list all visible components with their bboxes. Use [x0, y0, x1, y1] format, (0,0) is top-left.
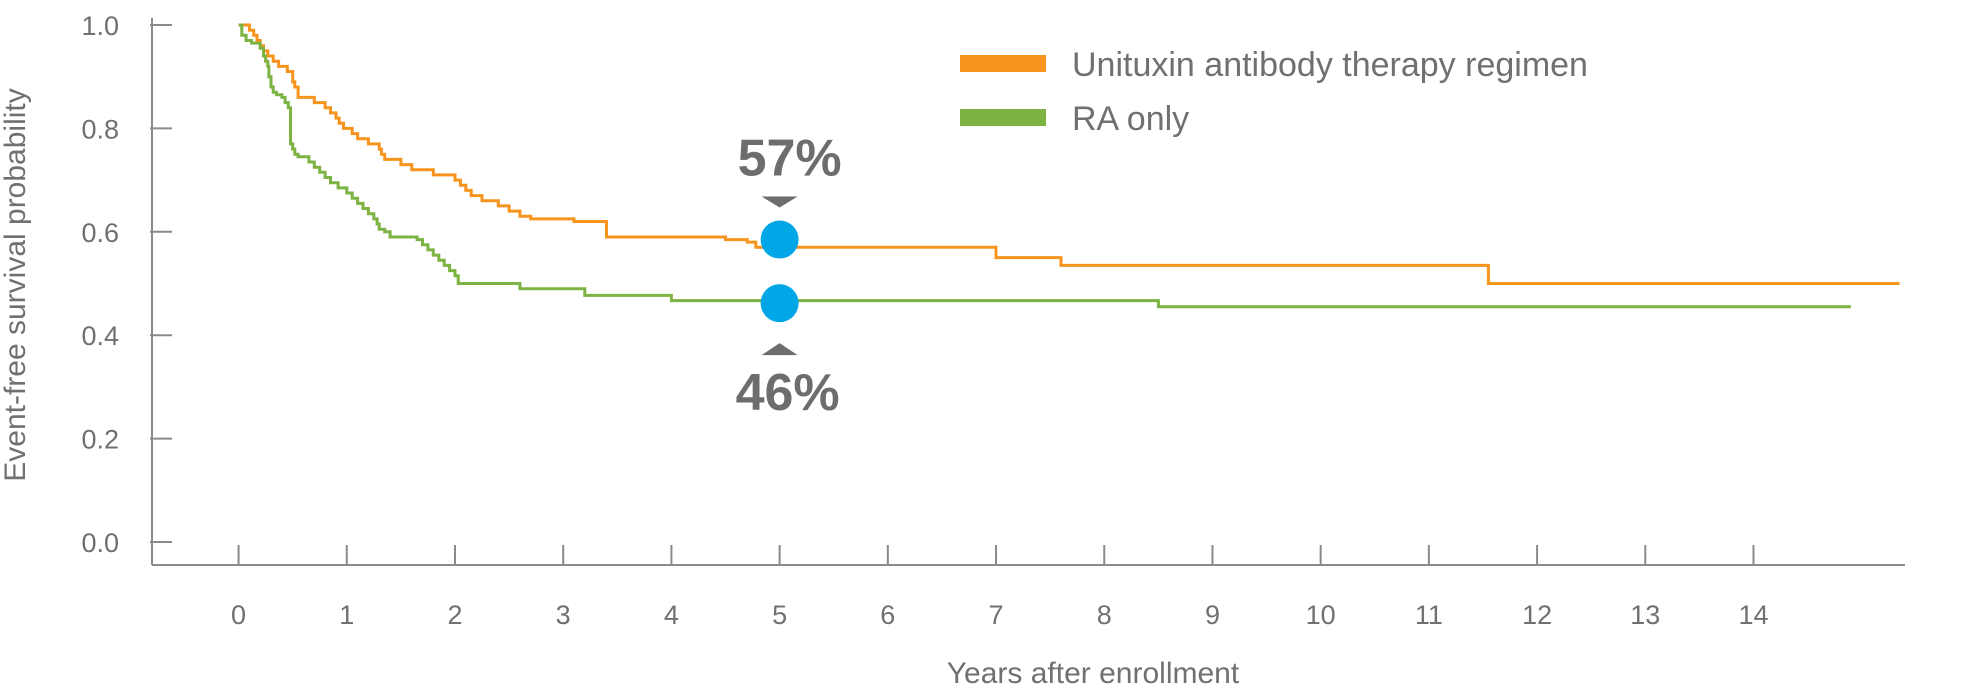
x-tick-label: 2 — [447, 600, 462, 630]
axes: 0.00.20.40.60.81.00 1 2 3 4 5 6 7 8 9 10 11 12 13 14Ye… — [0, 11, 1905, 690]
x-tick-label: 8 — [1097, 600, 1112, 630]
x-tick-label: 13 — [1630, 600, 1660, 630]
y-tick-label: 1.0 — [81, 11, 119, 41]
up-arrow-icon — [761, 343, 798, 356]
down-arrow-icon — [761, 196, 798, 208]
x-tick-label: 9 — [1205, 600, 1220, 630]
series-line-unituxin — [238, 23, 1900, 285]
y-tick-label: 0.8 — [81, 114, 119, 144]
x-axis-title: Years after enrollment — [947, 657, 1240, 686]
survival-marker — [760, 220, 799, 259]
legend-swatch — [960, 109, 1046, 126]
x-tick-label: 14 — [1738, 600, 1768, 630]
x-tick-label: 6 — [880, 600, 895, 630]
y-tick-label: 0.2 — [81, 425, 119, 455]
annotations: 57% 46% — [736, 130, 842, 423]
x-tick-label: 10 — [1306, 600, 1336, 630]
series-line-ra-only — [238, 23, 1851, 309]
y-axis-title: Event-free survival probability — [0, 88, 32, 482]
x-tick-label: 3 — [556, 600, 571, 630]
callout-label-ra-only: 46% — [736, 364, 840, 422]
x-tick-label: 1 — [339, 600, 354, 630]
y-tick-label: 0.4 — [81, 321, 119, 351]
legend: Unituxin antibody therapy regimen RA only — [960, 46, 1588, 138]
survival-marker — [760, 284, 799, 323]
y-tick-label: 0.6 — [81, 218, 119, 248]
callout-label-unituxin: 57% — [738, 130, 842, 188]
x-tick-label: 11 — [1415, 600, 1443, 630]
series-lines — [238, 23, 1900, 309]
x-tick-label: 7 — [989, 600, 1004, 630]
legend-label: Unituxin antibody therapy regimen — [1072, 46, 1588, 84]
x-tick-label: 0 — [231, 600, 246, 630]
legend-label: RA only — [1072, 100, 1189, 138]
legend-swatch — [960, 55, 1046, 72]
x-tick-label: 12 — [1522, 600, 1552, 630]
x-tick-label: 5 — [772, 600, 787, 630]
y-tick-label: 0.0 — [81, 528, 119, 558]
x-tick-label: 4 — [664, 600, 679, 630]
